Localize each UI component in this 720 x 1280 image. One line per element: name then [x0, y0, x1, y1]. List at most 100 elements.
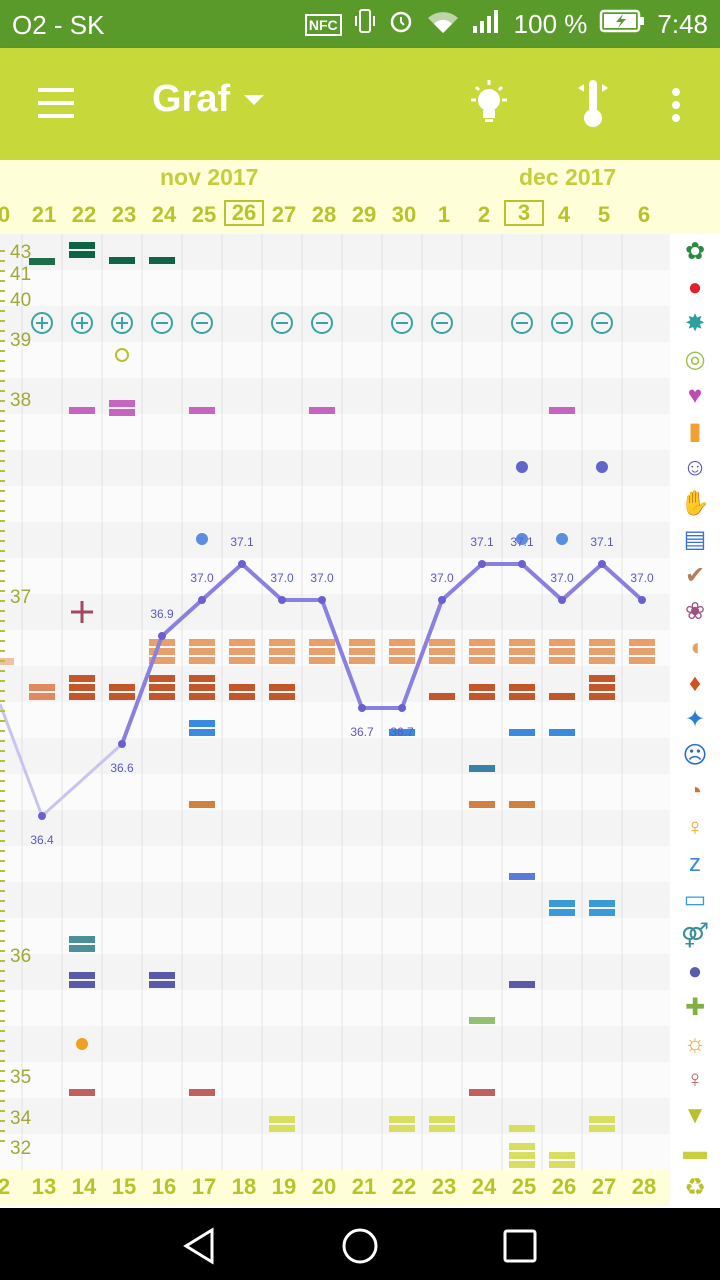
temperature-point [518, 560, 526, 568]
symbol-bar [269, 684, 295, 691]
app-bar: Graf [0, 48, 720, 160]
temperature-line-faded [0, 703, 44, 817]
symbol-bar [189, 720, 215, 727]
cake-icon[interactable]: ▭ [683, 886, 707, 913]
symbol-bar [549, 909, 575, 916]
vibrate-icon [354, 8, 376, 41]
status-bar: O2 - SK NFC 100 % 7:48 [0, 0, 720, 48]
battery-charging-icon [599, 8, 645, 41]
symbol-bar [509, 801, 535, 808]
pizza-icon[interactable]: ▼ [683, 1102, 707, 1129]
symbol-bar [269, 648, 295, 655]
drop-icon[interactable]: ● [687, 274, 703, 301]
top-day-label: 23 [111, 202, 137, 227]
symbol-bar [189, 639, 215, 646]
thermometer-icon [578, 80, 608, 127]
clock-time: 7:48 [657, 9, 708, 39]
symbol-bar [589, 675, 615, 682]
temperature-line [120, 561, 644, 745]
splash-icon[interactable]: ✸ [684, 310, 706, 337]
symbol-bar [269, 657, 295, 664]
plus-minus-marker [511, 312, 533, 334]
symbol-bar [189, 801, 215, 808]
woman-icon[interactable]: ♀ [686, 814, 704, 841]
temperature-point [398, 704, 406, 712]
flower-check-icon[interactable]: ❀ [684, 598, 706, 625]
temperature-point [278, 596, 286, 604]
symbol-bar [509, 639, 535, 646]
sun-alert-icon[interactable]: ☼ [684, 1030, 706, 1057]
symbol-bar [309, 639, 335, 646]
pill-bottle-icon[interactable]: ▮ [688, 418, 702, 445]
symbol-bar [389, 648, 415, 655]
sofa-icon[interactable]: ▬ [683, 1138, 707, 1165]
temperature-point [638, 596, 646, 604]
plus-minus-marker [311, 312, 333, 334]
rings-icon[interactable]: ◎ [684, 346, 706, 373]
symbol-bar [349, 639, 375, 646]
flower-icon[interactable]: ✿ [684, 238, 706, 265]
recents-button[interactable] [500, 1226, 540, 1266]
symbol-bar [189, 675, 215, 682]
top-day-label: 6 [637, 202, 651, 227]
bottom-day-label: 2 [0, 1174, 11, 1199]
symbol-bar [349, 648, 375, 655]
bottom-day-label: 21 [351, 1174, 377, 1199]
vomit-icon[interactable]: ✦ [684, 706, 706, 733]
heart-icon[interactable]: ♥ [687, 382, 703, 409]
top-day-label: 21 [31, 202, 57, 227]
chart-row-stripe [0, 522, 670, 558]
pregnant-icon[interactable]: ♀ [686, 1066, 704, 1093]
symbol-bar [549, 639, 575, 646]
symbol-bar [109, 257, 135, 264]
symbol-bar [349, 657, 375, 664]
view-selector-dropdown[interactable]: Graf [152, 78, 265, 121]
back-button[interactable] [180, 1226, 220, 1266]
drop-outline-icon[interactable]: ♦ [688, 670, 702, 697]
symbol-bar [149, 981, 175, 988]
smile-icon[interactable]: ☺ [682, 454, 708, 481]
symbol-bar [589, 1116, 615, 1123]
symbol-bar [589, 1125, 615, 1132]
temperature-label: 36.7 [350, 725, 374, 739]
bottom-day-label: 19 [271, 1174, 297, 1199]
symbol-bar [469, 693, 495, 700]
symbol-bar [229, 639, 255, 646]
lightbulb-button[interactable] [462, 76, 516, 130]
temperature-label: 37.1 [510, 535, 534, 549]
symbol-bar [549, 657, 575, 664]
temperature-label: 37.1 [590, 535, 614, 549]
symbol-bar [509, 873, 535, 880]
top-day-label: 27 [271, 202, 297, 227]
chart-row-stripe [0, 1062, 670, 1098]
angry-face-icon[interactable]: ☹ [682, 742, 708, 769]
symbol-bar [469, 1017, 495, 1024]
symbol-bar [189, 729, 215, 736]
menu-button[interactable] [30, 82, 82, 126]
first-aid-icon[interactable]: ✚ [684, 994, 706, 1021]
symbol-bar [429, 648, 455, 655]
thermometer-button[interactable] [566, 76, 620, 130]
symbol-bar [549, 648, 575, 655]
recycle-icon[interactable]: ♻ [684, 1174, 706, 1201]
symbol-bar [0, 658, 14, 665]
document-icon[interactable]: ▤ [683, 526, 707, 553]
balloon-icon[interactable]: ● [687, 958, 703, 985]
home-button[interactable] [340, 1226, 380, 1266]
pregnancy-check-icon[interactable]: ✔ [684, 562, 706, 589]
cycle-chart[interactable]: 36.4 36.6 36.9 37.0 37.1 37.0 37.0 36.7 36.7 37.0… [0, 234, 670, 1170]
symbol-bar [149, 639, 175, 646]
bottom-day-label: 20 [311, 1174, 337, 1199]
symbol-bar [189, 648, 215, 655]
symbol-bar [109, 684, 135, 691]
more-options-button[interactable] [656, 78, 696, 132]
symbol-bar [69, 936, 95, 943]
y-axis-ruler [0, 250, 5, 1150]
event-dot [76, 1038, 88, 1050]
leg-icon[interactable]: ◖ [687, 634, 703, 661]
temperature-point [158, 632, 166, 640]
couple-icon[interactable]: ⚤ [680, 922, 710, 949]
hand-icon[interactable]: ✋ [680, 490, 710, 517]
head-pain-icon[interactable]: ◔ [687, 778, 703, 805]
sleep-icon[interactable]: z [689, 850, 701, 877]
